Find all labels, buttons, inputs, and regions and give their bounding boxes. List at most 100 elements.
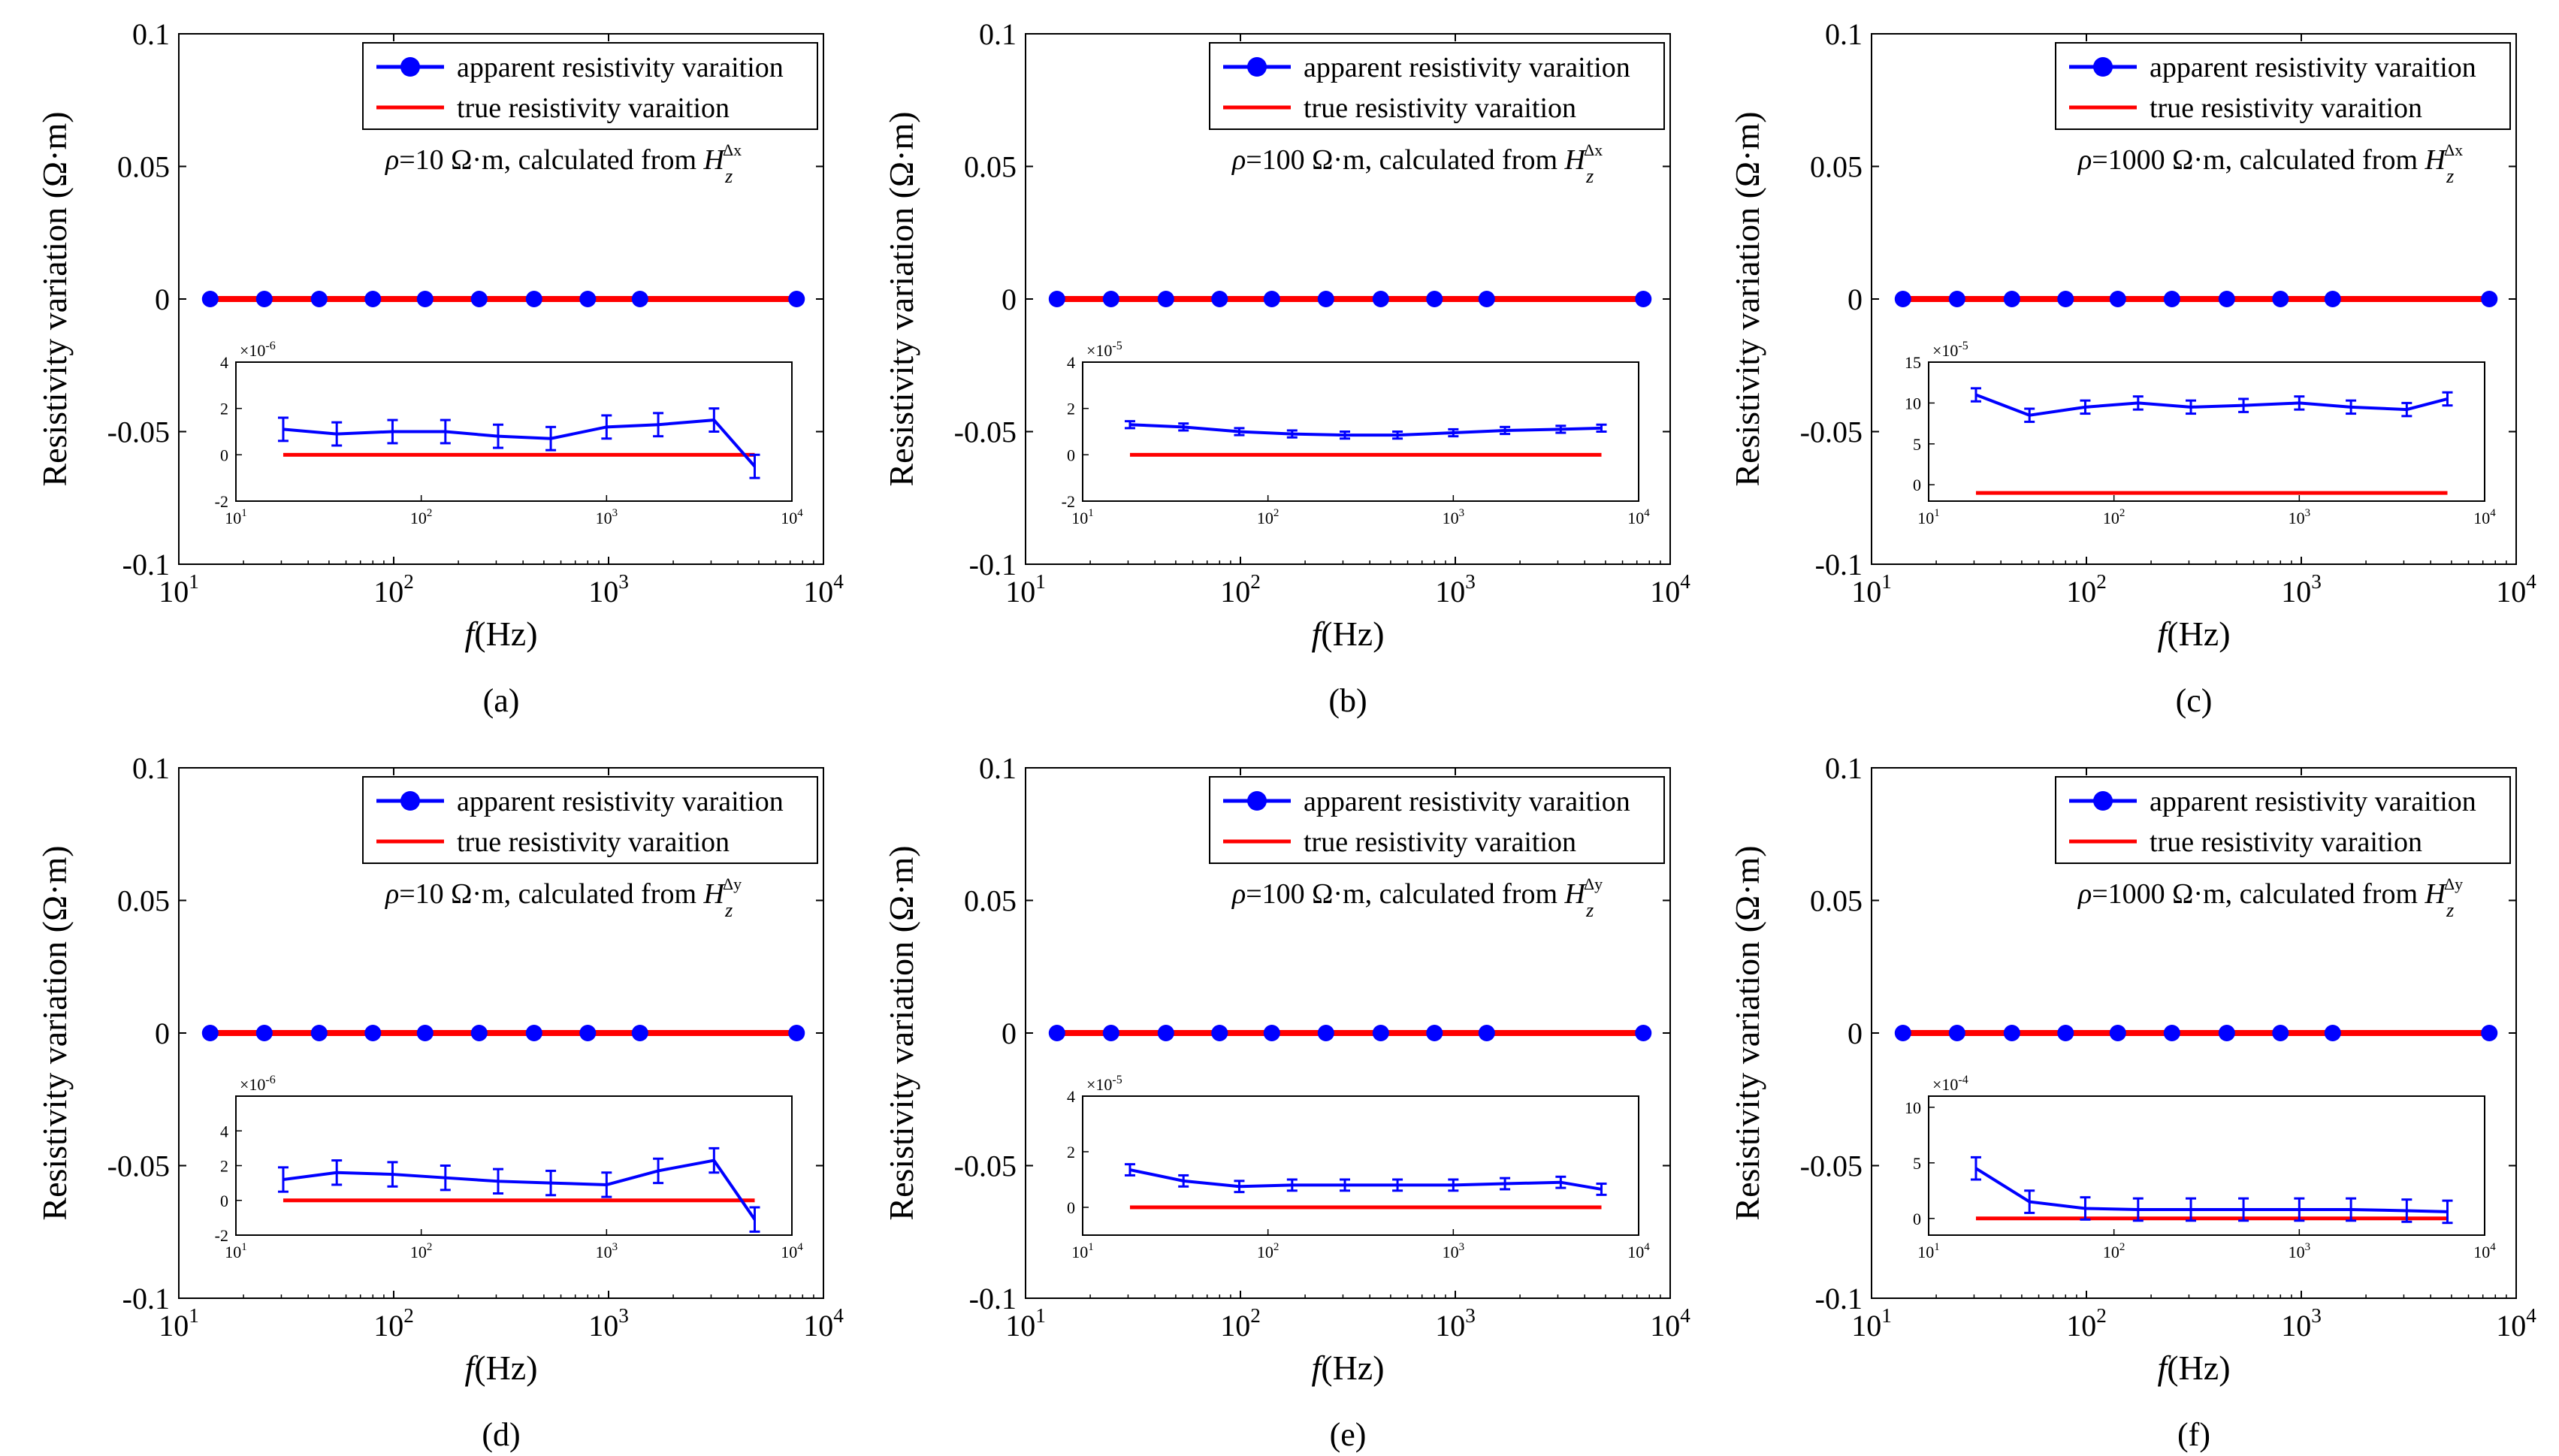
inset-error-bar: [2346, 399, 2357, 415]
inset-x-tick-label: 104: [1627, 1241, 1650, 1261]
x-tick-label: 101: [159, 570, 199, 609]
x-tick-label: 104: [803, 570, 844, 609]
apparent-data-point: [2218, 1025, 2235, 1041]
apparent-data-point: [2003, 291, 2020, 307]
y-tick-label: 0.05: [964, 150, 1017, 184]
inset-y-tick-label: 2: [220, 400, 228, 418]
inset-x-tick-label: 104: [2473, 507, 2496, 527]
inset-error-bar: [545, 1169, 557, 1197]
apparent-data-point: [2481, 291, 2498, 307]
apparent-data-point: [525, 1025, 542, 1041]
x-axis-label: f(Hz): [1311, 1349, 1384, 1387]
legend-marker-apparent: [2093, 791, 2113, 811]
x-axis-label: f(Hz): [464, 615, 537, 653]
apparent-data-point: [788, 1025, 805, 1041]
y-tick-label: 0.1: [979, 17, 1017, 51]
apparent-data-point: [2109, 1025, 2126, 1041]
annotation: ρ=10 Ω·m, calculated from HΔx z: [385, 140, 742, 187]
inset-error-bar: [2024, 1189, 2035, 1214]
legend-label-true: true resistivity varaition: [1304, 92, 1576, 124]
apparent-data-point: [1317, 291, 1334, 307]
inset-error-bar: [1178, 1174, 1189, 1188]
inset-error-bar: [493, 423, 504, 449]
inset-error-bar: [1234, 427, 1245, 436]
inset-apparent-line: [1129, 423, 1602, 437]
inset-error-bar: [653, 1157, 664, 1185]
inset: -2 0 2 4 101 102 103 104 ×10-5: [1062, 340, 1651, 527]
legend: apparent resistivity varaition true resis…: [2055, 776, 2511, 864]
y-tick-label: 0: [1002, 1016, 1017, 1050]
apparent-data-point: [2057, 291, 2074, 307]
legend: apparent resistivity varaition true resis…: [1209, 42, 1665, 130]
legend-box: [362, 42, 818, 130]
inset-x-tick-label: 104: [1627, 507, 1650, 527]
legend-box: [2055, 42, 2511, 130]
y-tick-label: -0.05: [954, 415, 1017, 449]
y-tick-label: -0.1: [122, 548, 170, 581]
inset-x-tick-label: 103: [596, 1241, 618, 1261]
inset-x-tick-label: 103: [1443, 1241, 1464, 1261]
apparent-data-point: [1894, 291, 1911, 307]
x-tick-label: 101: [1005, 570, 1046, 609]
legend-marker-apparent: [2093, 57, 2113, 77]
inset-x-tick-label: 101: [225, 1241, 246, 1261]
apparent-data-point: [1263, 1025, 1280, 1041]
inset-x-tick-label: 101: [1917, 1241, 1939, 1261]
y-tick-label: -0.1: [969, 548, 1017, 581]
y-tick-label: 0.1: [979, 751, 1017, 785]
x-tick-label: 104: [2496, 570, 2536, 609]
inset-x-tick-label: 101: [225, 507, 246, 527]
inset: 0 2 4 101 102 103 104 ×10-5: [1067, 1074, 1650, 1261]
inset-x-tick-label: 104: [2473, 1241, 2496, 1261]
y-axis-label: Resistivity variation (Ω·m): [35, 845, 74, 1220]
inset-error-bar: [708, 1146, 720, 1174]
inset-x-tick-label: 102: [2103, 507, 2125, 527]
inset-y-tick-label: -2: [215, 1226, 228, 1245]
apparent-data-point: [1157, 291, 1174, 307]
inset-error-bar: [708, 407, 720, 433]
inset-multiplier: ×10-5: [1086, 1074, 1122, 1094]
inset-x-tick-label: 102: [1257, 507, 1279, 527]
legend-box: [2055, 776, 2511, 864]
apparent-data-point: [470, 1025, 488, 1041]
inset-error-bar: [1124, 1163, 1135, 1177]
apparent-data-point: [1048, 291, 1065, 307]
annotation: ρ=1000 Ω·m, calculated from HΔy z: [2077, 875, 2463, 921]
inset-error-bar: [2080, 1196, 2091, 1221]
chart-panel: -0.1 -0.05 0 0.05 0.1 101 102 103 104 f(Hz) Resist…: [1728, 751, 2536, 1453]
inset-apparent-line: [1974, 1167, 2448, 1213]
inset-multiplier: ×10-6: [240, 340, 276, 360]
inset-error-bar: [2294, 1197, 2305, 1222]
inset-error-bar: [1448, 1178, 1459, 1192]
inset-apparent-line: [282, 418, 757, 468]
inset-error-bar: [1340, 1178, 1351, 1192]
y-tick-label: 0.1: [132, 17, 170, 51]
inset-apparent-line: [282, 1158, 757, 1221]
inset-error-bar: [749, 1206, 760, 1233]
apparent-data-point: [1157, 1025, 1174, 1041]
legend-label-true: true resistivity varaition: [457, 92, 730, 124]
inset-frame: [1928, 361, 2485, 502]
inset-error-bar: [331, 421, 343, 447]
inset-error-bar: [331, 1159, 343, 1186]
inset-frame: [235, 361, 793, 502]
apparent-data-point: [201, 291, 219, 307]
inset-error-bar: [1286, 429, 1298, 439]
inset-error-bar: [1555, 424, 1567, 434]
legend-box: [362, 776, 818, 864]
y-axis-label: Resistivity variation (Ω·m): [882, 845, 920, 1220]
legend-box: [1209, 42, 1665, 130]
legend-label-apparent: apparent resistivity varaition: [457, 52, 784, 83]
inset-apparent-line: [1975, 393, 2449, 417]
x-tick-label: 102: [373, 1304, 414, 1343]
inset-error-bar: [1178, 422, 1189, 432]
inset-y-tick-label: 4: [220, 1122, 228, 1140]
inset-error-bar: [2186, 1197, 2197, 1222]
inset-y-tick-label: 0: [1913, 476, 1921, 494]
apparent-data-point: [416, 291, 434, 307]
inset-error-bar: [2024, 407, 2035, 423]
y-tick-label: 0.05: [964, 884, 1017, 918]
x-tick-label: 104: [2496, 1304, 2536, 1343]
apparent-data-point: [364, 291, 382, 307]
